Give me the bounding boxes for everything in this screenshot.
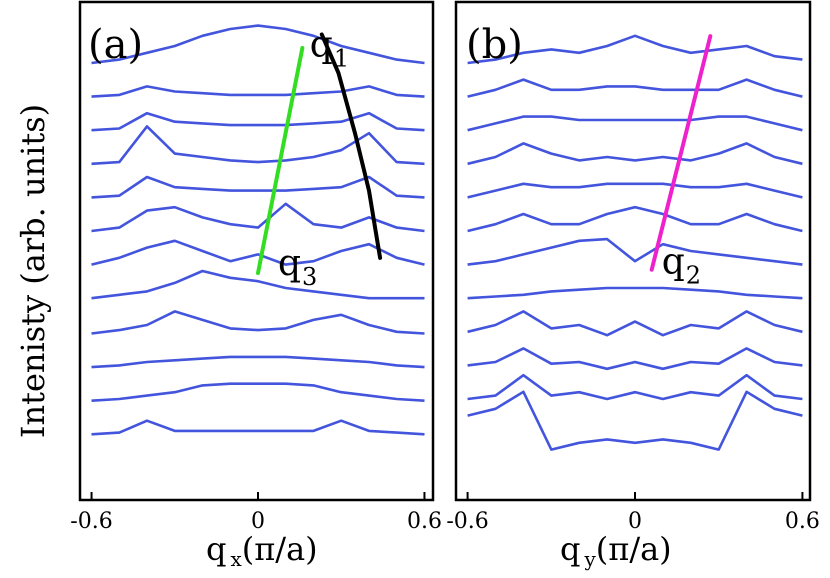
- trace-line: [467, 373, 803, 401]
- trace-line: [467, 237, 803, 266]
- panel-b-xlabel-sub: y: [583, 547, 596, 571]
- trace-line: [91, 175, 425, 199]
- trace-line: [91, 355, 425, 369]
- panel-b-xlabel-base: q: [560, 530, 580, 568]
- trace-line: [467, 34, 803, 65]
- panel-b-xlabel: q y(π/a): [560, 530, 672, 571]
- panel-b-xlabel-unit: (π/a): [596, 530, 672, 568]
- panel-b-annotations: q2: [649, 34, 713, 290]
- annotation-line-q1: [319, 32, 383, 260]
- panel-b-traces: [467, 34, 803, 451]
- x-tick-label: 0.6: [407, 509, 442, 534]
- panel-b-frame: [454, 0, 812, 502]
- trace-line: [91, 202, 425, 233]
- trace-line: [91, 382, 425, 402]
- trace-line: [91, 111, 425, 132]
- trace-line: [467, 78, 803, 98]
- annotation-label-sub: 3: [302, 263, 317, 291]
- annotation-label-base: q: [662, 242, 685, 283]
- panel-b-label: (b): [466, 22, 523, 68]
- panel-a-xlabel-base: q: [206, 530, 226, 568]
- panel-b: q2 -0.6 0 0.6 (b) q y(π/a): [446, 0, 820, 571]
- panel-a-ticks: -0.6 0 0.6: [70, 492, 442, 534]
- panel-a-frame: [78, 0, 435, 502]
- panel-a-xlabel: q x(π/a): [206, 530, 318, 571]
- annotation-label-sub: 1: [334, 45, 349, 73]
- trace-line: [91, 269, 425, 300]
- panel-b-ticks: -0.6 0 0.6: [446, 492, 820, 534]
- y-axis-label: Intenisty (arb. units): [14, 104, 52, 438]
- x-tick-label: 0.6: [785, 509, 820, 534]
- trace-line: [467, 115, 803, 132]
- trace-line: [467, 182, 803, 199]
- annotation-label-base: q: [278, 243, 301, 284]
- panel-a-xlabel-unit: (π/a): [242, 530, 318, 568]
- trace-line: [91, 125, 425, 166]
- trace-line: [91, 419, 425, 436]
- annotation-line-q2: [649, 34, 713, 272]
- panel-a-traces: [91, 24, 425, 436]
- trace-line: [91, 239, 425, 266]
- x-tick-label: -0.6: [70, 509, 112, 534]
- annotation-label-sub: 2: [686, 262, 701, 290]
- panel-a-xlabel-sub: x: [230, 547, 242, 571]
- x-tick-label: -0.6: [446, 509, 488, 534]
- annotation-label-base: q: [310, 25, 333, 66]
- trace-line: [467, 286, 803, 300]
- panel-a-label: (a): [88, 22, 143, 68]
- annotation-label-q3: q3: [278, 243, 317, 291]
- trace-line: [91, 85, 425, 98]
- trace-line: [467, 390, 803, 451]
- trace-line: [467, 347, 803, 371]
- trace-line: [467, 310, 803, 337]
- annotation-line-q3: [256, 45, 305, 275]
- x-tick-label: 0: [251, 509, 265, 534]
- trace-line: [467, 205, 803, 233]
- annotation-label-q2: q2: [662, 242, 701, 290]
- annotation-label-q1: q1: [310, 25, 349, 73]
- x-tick-label: 0: [628, 509, 642, 534]
- trace-line: [467, 142, 803, 166]
- trace-line: [91, 310, 425, 335]
- trace-line: [91, 24, 425, 65]
